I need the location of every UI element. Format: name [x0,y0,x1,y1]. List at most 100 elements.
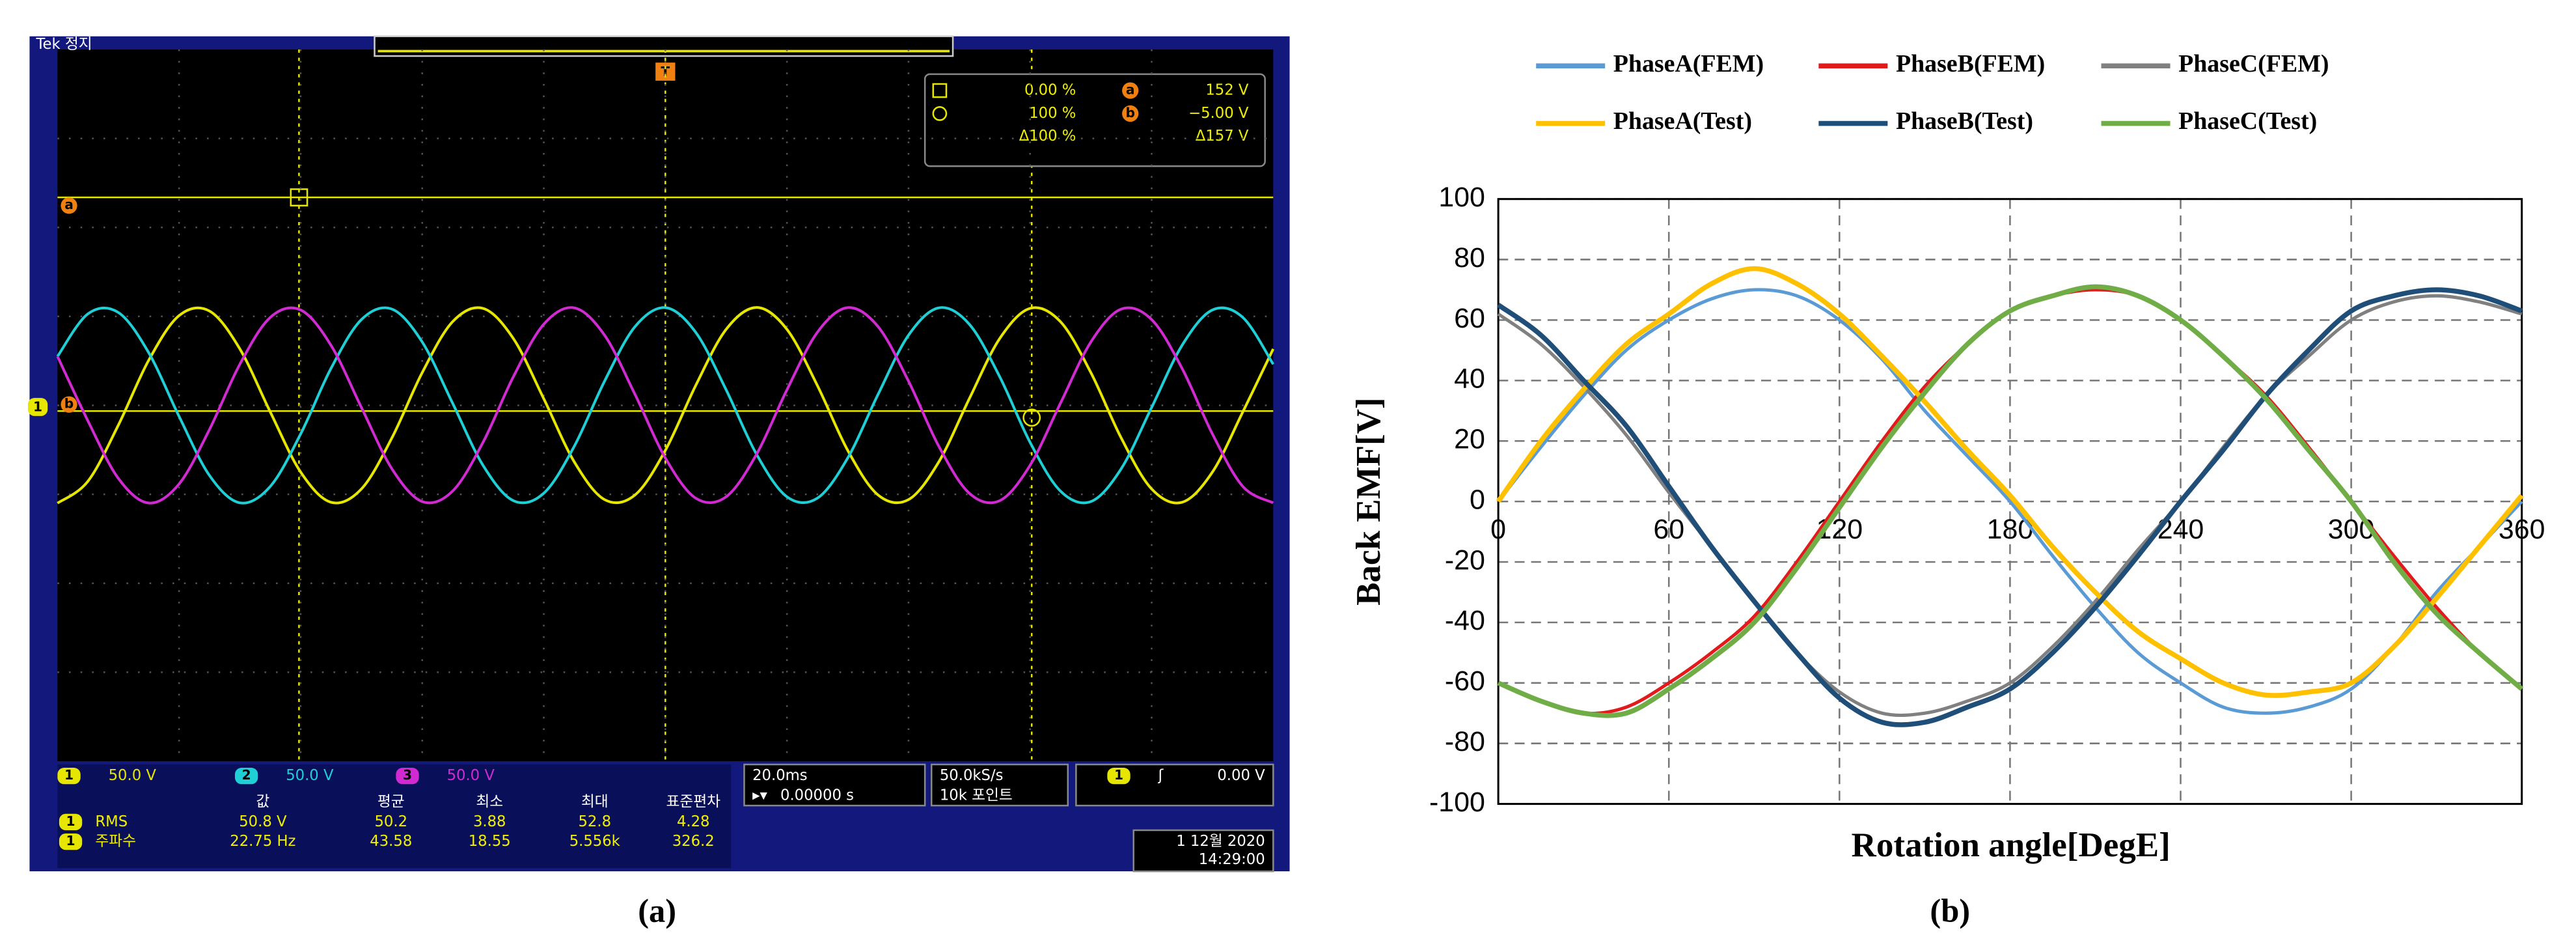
readout-value: 100 % [1029,105,1076,122]
series-line [1496,266,2524,698]
x-tick-label: 60 [1653,514,1684,545]
trigger-level: 0.00 V [1217,767,1265,784]
channel-tag [59,813,83,830]
y-tick-label: -40 [1445,605,1485,636]
trigger-source: 1 [1114,767,1123,783]
measure-header: 최대 [581,794,609,811]
measure-value: 43.58 [370,833,412,850]
record-length: 10k 포인트 [940,787,1013,804]
cursor-handle [1022,408,1041,427]
legend-label: PhaseB(Test) [1896,107,2033,135]
measure-value: 50.2 [374,813,407,830]
measure-header: 값 [256,794,269,811]
channel-name: 3 [403,767,412,783]
measure-value: 326.2 [672,833,715,850]
waveform [56,306,1274,505]
readout-cursor: a [1126,82,1135,98]
readout-icon [932,106,948,121]
readout-value: 0.00 % [1024,82,1076,99]
series-line [1497,294,2523,718]
series-line [1497,284,2524,718]
x-tick-label: 300 [2328,514,2375,545]
acquisition-box [930,763,1069,807]
measure-header: 표준편차 [666,794,720,811]
readout-icon [932,83,948,98]
channel-tag [27,398,48,416]
series-line [1496,287,2523,727]
time-icon: ▸▾ [752,787,767,804]
y-tick-label: 60 [1454,303,1485,334]
measure-panel [57,764,732,869]
time: 14:29:00 [1199,851,1265,868]
trigger-box [1075,763,1274,807]
readout-value: −5.00 V [1188,105,1249,122]
channel-marker: 1 [33,399,42,415]
channel-name: 2 [242,767,251,783]
channel-tag [234,768,258,785]
panel-label: (b) [1930,892,1970,929]
x-axis-label: Rotation angle[DegE] [1852,826,2171,864]
horizontal-box [743,763,926,807]
y-tick-label: 20 [1454,424,1485,455]
y-tick-label: -100 [1429,787,1485,818]
scope-status: Tek 정지 [36,36,92,53]
channel-scale: 50.0 V [447,767,495,784]
readout-cursor: b [1125,105,1134,120]
measure-value: 3.88 [473,813,506,830]
channel-tag [1107,768,1130,785]
measure-value: 22.75 Hz [230,833,295,850]
measure-source: 1 [66,813,75,829]
sample-rate: 50.0kS/s [940,767,1004,784]
date-box [1132,829,1274,873]
measure-label: 주파수 [95,833,136,850]
channel-scale: 50.0 V [109,767,157,784]
cursor-handle [290,188,308,207]
y-tick-label: -20 [1445,544,1485,576]
y-tick-label: 80 [1454,242,1485,273]
trigger-tag [655,63,676,81]
readout-value: Δ100 % [1019,128,1076,145]
measure-source: 1 [66,833,75,848]
measure-value: 4.28 [677,813,710,830]
record-bar [374,35,954,57]
measure-value: 5.556k [569,833,621,850]
y-tick-label: -80 [1445,726,1485,757]
y-axis-label: Back EMF[V] [1350,397,1388,605]
cursor-tag [61,197,77,214]
trigger-marker: T [661,64,670,79]
y-tick-label: 40 [1454,363,1485,395]
trigger-icon: ʃ [1158,767,1164,784]
y-tick-label: 0 [1470,484,1485,515]
readout-value: 152 V [1205,82,1249,99]
readout-value: Δ157 V [1196,128,1249,145]
measure-label: RMS [95,813,128,830]
legend-label: PhaseC(Test) [2178,107,2317,135]
channel-name: 1 [64,767,74,783]
channel-tag [57,768,81,785]
measure-value: 18.55 [469,833,511,850]
channel-scale: 50.0 V [286,767,334,784]
y-tick-label: 100 [1438,182,1485,213]
time-div: 20.0ms [752,767,808,784]
legend-label: PhaseA(Test) [1613,107,1752,135]
series-line [1497,288,2523,715]
legend-label: PhaseC(FEM) [2178,50,2329,77]
legend-label: PhaseA(FEM) [1613,50,1764,77]
measure-header: 평균 [377,794,405,811]
measure-value: 50.8 V [239,813,287,830]
measure-value: 52.8 [578,813,611,830]
legend-label: PhaseB(FEM) [1896,50,2045,77]
channel-tag [59,833,83,850]
cursor-label: a [64,197,74,212]
date: 1 12월 2020 [1176,833,1265,850]
cursor-label: b [64,396,74,412]
waveform [56,306,1274,505]
readout-icon [1122,105,1139,122]
measure-header: 최소 [476,794,503,811]
readout-box [924,73,1266,167]
panel-label: (a) [638,892,676,929]
channel-tag [396,768,419,785]
waveform [57,306,1275,505]
readout-icon [1122,82,1139,99]
